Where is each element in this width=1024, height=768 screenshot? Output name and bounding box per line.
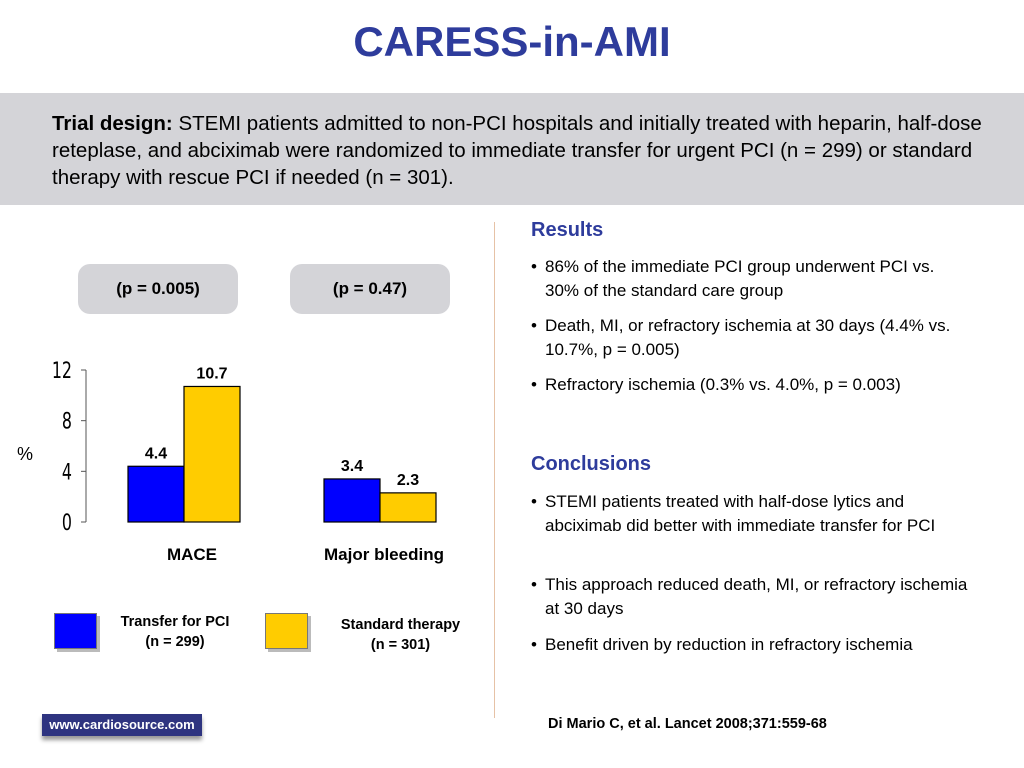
y-tick-label-0: 0 bbox=[62, 509, 72, 535]
data-label-bleeding-standard: 2.3 bbox=[397, 472, 419, 489]
cardiosource-logo[interactable]: www.cardiosource.com bbox=[42, 714, 202, 736]
legend-swatch-standard bbox=[265, 613, 308, 649]
conclusions-bullet-2: • This approach reduced death, MI, or re… bbox=[531, 573, 971, 621]
data-label-mace-standard: 10.7 bbox=[196, 365, 227, 382]
results-bullet-1-text: 86% of the immediate PCI group underwent… bbox=[545, 257, 935, 300]
bar-mace-transfer bbox=[127, 465, 185, 523]
pvalue-box-bleeding: (p = 0.47) bbox=[290, 264, 450, 314]
bullet-marker: • bbox=[531, 635, 537, 654]
legend-transfer-line1: Transfer for PCI bbox=[120, 614, 230, 630]
trial-design-body: STEMI patients admitted to non-PCI hospi… bbox=[52, 112, 982, 189]
y-tick-label-8: 8 bbox=[62, 408, 72, 434]
results-bullet-2: • Death, MI, or refractory ischemia at 3… bbox=[531, 314, 971, 362]
trial-design-label: Trial design: bbox=[52, 112, 173, 135]
conclusions-bullet-1-text: STEMI patients treated with half-dose ly… bbox=[545, 492, 936, 535]
trial-design-text: Trial design: STEMI patients admitted to… bbox=[52, 110, 982, 191]
conclusions-bullet-3-text: Benefit driven by reduction in refractor… bbox=[545, 635, 913, 654]
results-heading: Results bbox=[531, 219, 604, 241]
bar-mace-standard bbox=[183, 385, 241, 523]
column-divider bbox=[494, 222, 495, 718]
bullet-marker: • bbox=[531, 257, 537, 276]
bullet-marker: • bbox=[531, 575, 537, 594]
results-bullet-3: • Refractory ischemia (0.3% vs. 4.0%, p … bbox=[531, 373, 971, 397]
legend-standard-line2: (n = 301) bbox=[370, 637, 431, 653]
category-label-mace: MACE bbox=[166, 545, 218, 564]
slide-title: CARESS-in-AMI bbox=[353, 18, 671, 65]
data-label-mace-transfer: 4.4 bbox=[145, 445, 167, 462]
data-label-bleeding-transfer: 3.4 bbox=[341, 458, 363, 475]
category-label-bleeding: Major bleeding bbox=[324, 545, 444, 564]
bar-chart: 0 4 8 12 4.4 10.7 3.4 2.3 bbox=[52, 357, 437, 536]
bar-bleeding-standard bbox=[379, 492, 437, 523]
conclusions-bullet-3: • Benefit driven by reduction in refract… bbox=[531, 633, 971, 657]
conclusions-bullet-2-text: This approach reduced death, MI, or refr… bbox=[545, 575, 968, 618]
results-bullet-1: • 86% of the immediate PCI group underwe… bbox=[531, 255, 971, 303]
y-tick-label-4: 4 bbox=[62, 459, 72, 485]
y-tick-label-12: 12 bbox=[52, 357, 72, 383]
legend-standard-line1: Standard therapy bbox=[340, 617, 461, 633]
y-axis-label: % bbox=[17, 444, 34, 464]
legend-label-transfer: Transfer for PCI (n = 299) bbox=[100, 612, 250, 652]
results-bullet-2-text: Death, MI, or refractory ischemia at 30 … bbox=[545, 316, 951, 359]
citation: Di Mario C, et al. Lancet 2008;371:559-6… bbox=[548, 716, 827, 732]
bullet-marker: • bbox=[531, 492, 537, 511]
bullet-marker: • bbox=[531, 375, 537, 394]
bar-bleeding-transfer bbox=[323, 478, 381, 523]
trial-design-band bbox=[0, 93, 1024, 205]
conclusions-heading: Conclusions bbox=[531, 453, 652, 475]
legend-transfer-line2: (n = 299) bbox=[145, 634, 205, 650]
legend-label-standard: Standard therapy (n = 301) bbox=[318, 615, 483, 655]
bullet-marker: • bbox=[531, 316, 537, 335]
legend-swatch-transfer bbox=[54, 613, 97, 649]
conclusions-bullet-1: • STEMI patients treated with half-dose … bbox=[531, 490, 971, 538]
results-bullet-3-text: Refractory ischemia (0.3% vs. 4.0%, p = … bbox=[545, 375, 901, 394]
pvalue-box-mace: (p = 0.005) bbox=[78, 264, 238, 314]
